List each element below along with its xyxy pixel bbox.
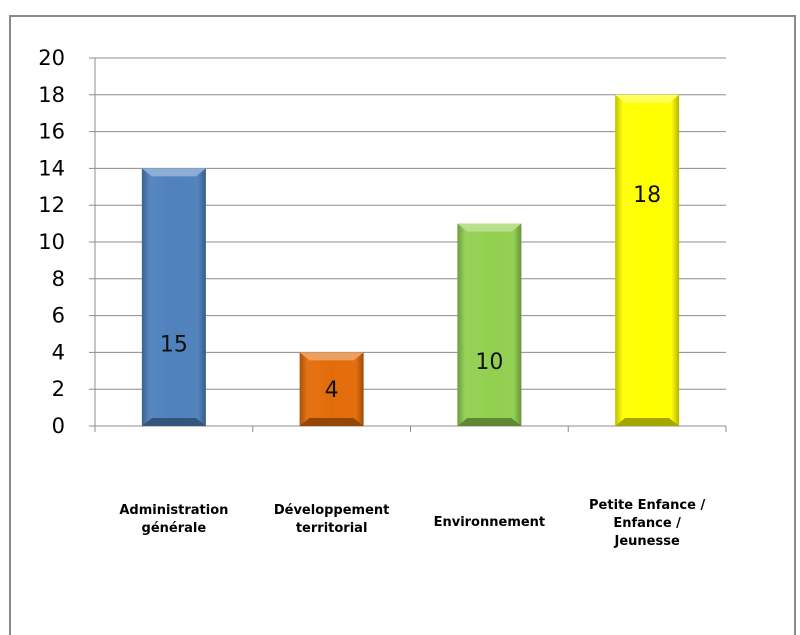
- category-label: Environnement: [433, 515, 546, 530]
- bar: [299, 352, 364, 426]
- bar-bevel-top: [457, 223, 522, 232]
- bar-bevel-top: [299, 352, 364, 361]
- data-label: 4: [325, 378, 339, 403]
- y-tick-label: 20: [38, 46, 65, 70]
- bar-body: [141, 168, 206, 426]
- bar-body: [457, 223, 522, 426]
- bar: [457, 223, 522, 426]
- y-tick-label: 14: [38, 156, 65, 180]
- category-label: Petite Enfance / Enfance / Jeunesse: [589, 498, 706, 549]
- y-tick-label: 6: [52, 304, 65, 328]
- bar: [141, 168, 206, 426]
- bar-body: [615, 94, 680, 427]
- bar-bevel-bottom: [299, 418, 364, 426]
- y-tick-label: 2: [52, 377, 65, 401]
- y-tick-label: 18: [38, 83, 65, 107]
- bar-body: [299, 352, 364, 426]
- data-label: 18: [633, 183, 661, 208]
- y-tick-label: 10: [38, 230, 65, 254]
- data-label: 10: [475, 350, 503, 375]
- category-label: Développement territorial: [273, 503, 390, 536]
- y-tick-label: 8: [52, 267, 65, 291]
- bar-bevel-bottom: [457, 418, 522, 426]
- y-tick-label: 0: [52, 414, 65, 438]
- bar-bevel-bottom: [615, 418, 680, 426]
- y-tick-label: 16: [38, 120, 65, 144]
- bar-bevel-bottom: [141, 418, 206, 426]
- y-tick-label: 12: [38, 193, 65, 217]
- data-label: 15: [160, 333, 188, 358]
- category-label: Administration générale: [119, 503, 229, 536]
- bar-bevel-top: [141, 168, 206, 177]
- y-tick-label: 4: [52, 340, 65, 364]
- bar: [615, 94, 680, 427]
- bar-bevel-top: [615, 94, 680, 103]
